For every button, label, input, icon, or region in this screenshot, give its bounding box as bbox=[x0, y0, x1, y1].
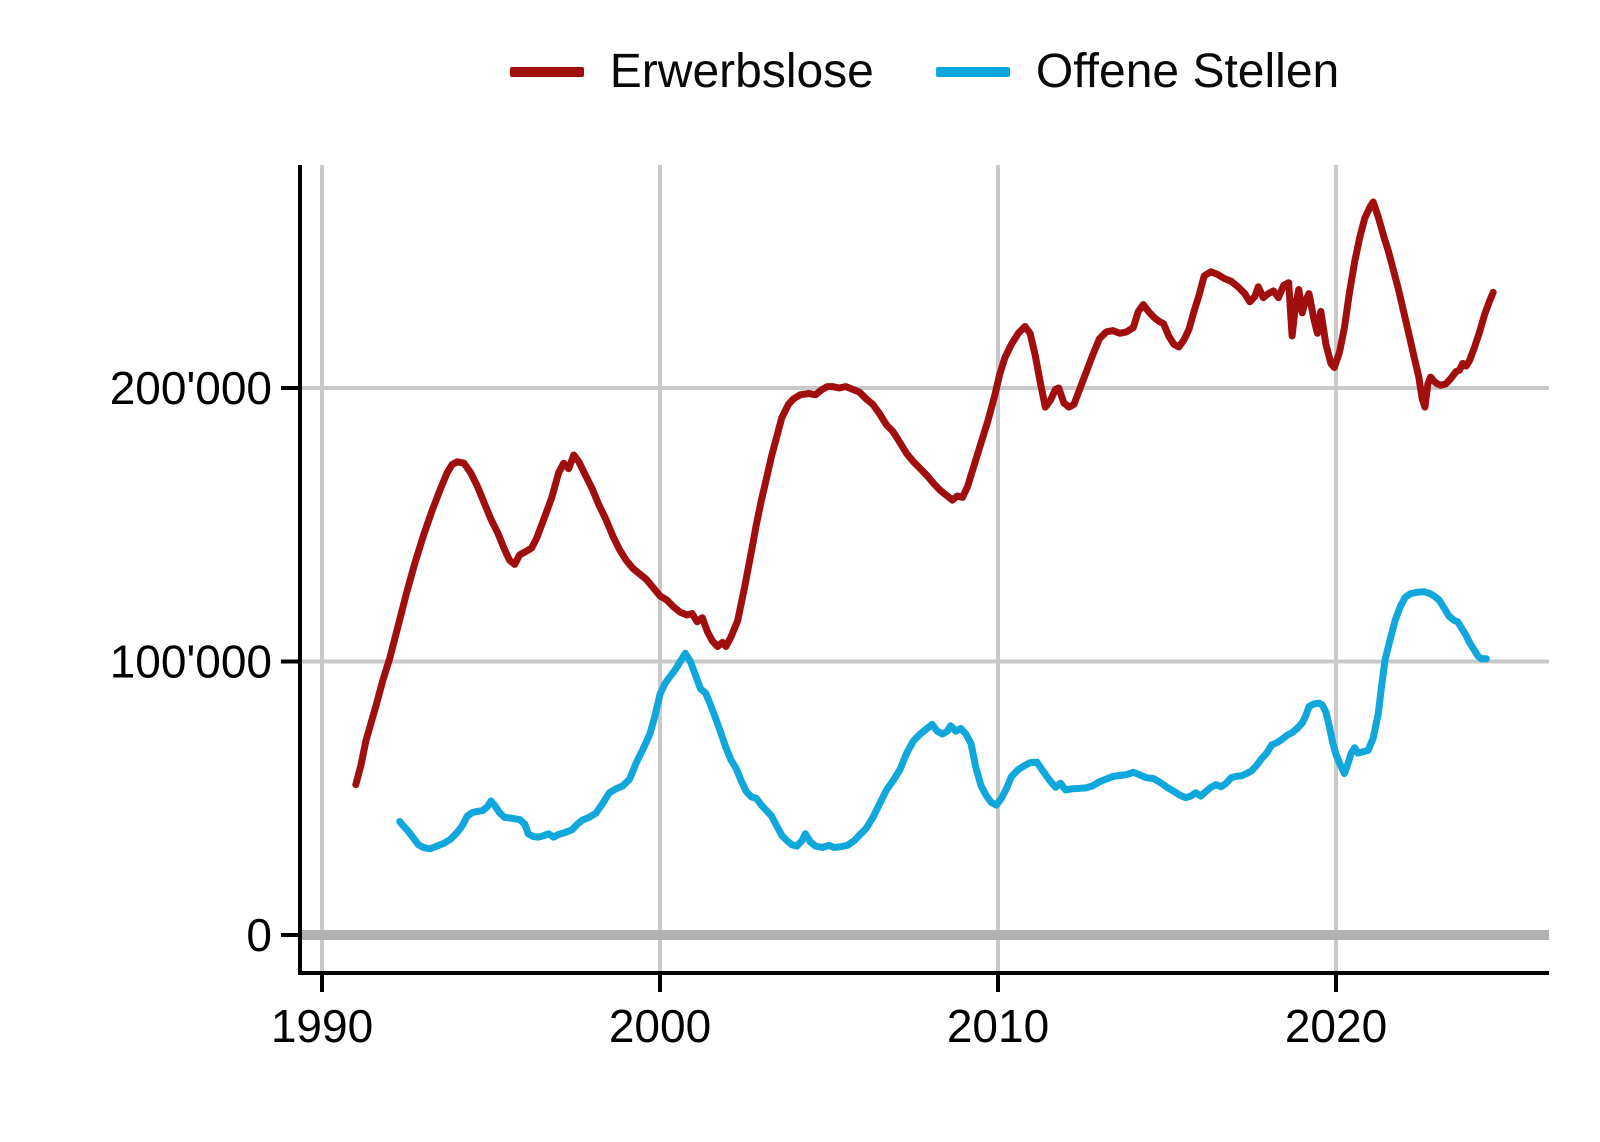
x-tick-label-2000: 2000 bbox=[609, 1000, 711, 1052]
series-line-offene-stellen bbox=[396, 588, 1490, 853]
legend-label-erwerbslose: Erwerbslose bbox=[609, 45, 874, 98]
red-legend-line-icon bbox=[509, 67, 584, 77]
chart-legend: Erwerbslose Offene Stellen bbox=[300, 42, 1549, 102]
x-tick-label-2010: 2010 bbox=[947, 1000, 1049, 1052]
y-tick-label-200'000: 200'000 bbox=[110, 362, 272, 414]
series-line-erwerbslose bbox=[352, 198, 1497, 789]
legend-label-offene-stellen: Offene Stellen bbox=[1035, 45, 1340, 98]
y-tick-label-0: 0 bbox=[246, 909, 272, 961]
legend-item-erwerbslose: Erwerbslose bbox=[509, 45, 874, 98]
x-tick-label-1990: 1990 bbox=[271, 1000, 373, 1052]
legend-item-offene-stellen: Offene Stellen bbox=[935, 45, 1340, 98]
blue-legend-line-icon bbox=[935, 67, 1010, 77]
x-tick-label-2020: 2020 bbox=[1285, 1000, 1387, 1052]
y-tick-label-100'000: 100'000 bbox=[110, 636, 272, 688]
